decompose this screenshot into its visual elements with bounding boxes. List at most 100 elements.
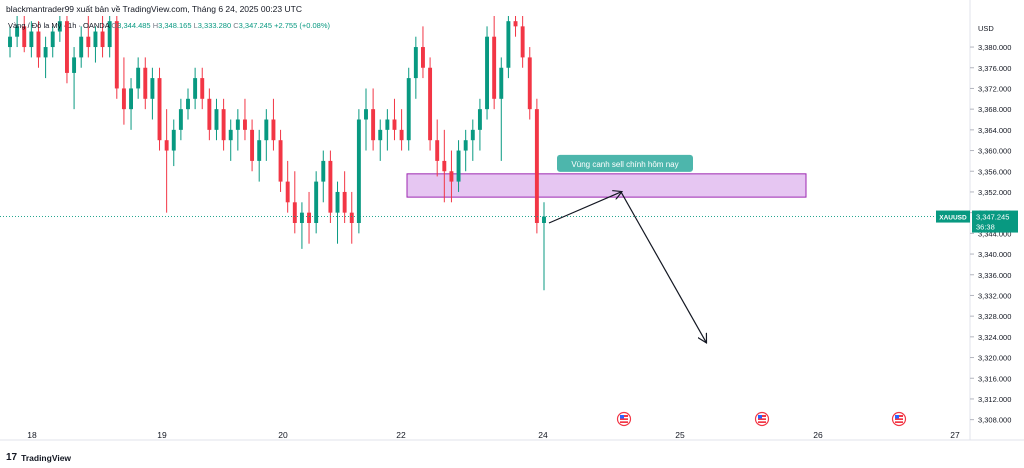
us-flag-icon — [616, 411, 632, 427]
time-tick-label: 18 — [27, 430, 37, 440]
candle-body — [250, 129, 255, 161]
price-tick-label: 3,344.000 — [978, 229, 1011, 238]
time-tick-label: 20 — [278, 430, 288, 440]
price-tick-label: 3,312.000 — [978, 395, 1011, 404]
candle-body — [385, 119, 390, 130]
flag-canton — [758, 415, 762, 419]
candle-body — [143, 67, 148, 99]
sell-zone-layer: Vùng canh sell chính hôm nay — [406, 154, 807, 198]
flag-stripes — [620, 415, 628, 423]
time-tick-label: 26 — [813, 430, 823, 440]
candle-body — [43, 47, 48, 58]
price-tick-label: 3,368.000 — [978, 105, 1011, 114]
price-tick-label: 3,336.000 — [978, 271, 1011, 280]
high-value: 3,348.165 — [158, 21, 192, 30]
sell-zone-callout-label: Vùng canh sell chính hôm nay — [571, 160, 678, 169]
candle-body — [463, 140, 468, 151]
candle-body — [271, 119, 276, 141]
close-value: 3,347.245 — [238, 21, 273, 30]
candle-body — [527, 57, 532, 110]
candles-layer — [0, 16, 970, 291]
candle-body — [186, 98, 190, 110]
candle-body — [86, 36, 91, 48]
candle-body — [335, 191, 340, 213]
flag-stripe-white — [620, 420, 628, 422]
candle-body — [349, 212, 354, 223]
candle-body — [292, 202, 297, 223]
high-label: H — [152, 21, 159, 30]
candle-body — [264, 119, 269, 141]
candle-body — [100, 31, 105, 48]
candle-body — [114, 21, 119, 89]
open-label: O — [111, 21, 118, 30]
candle-body — [79, 36, 84, 58]
candle-body — [485, 36, 489, 110]
price-tick-label: 3,324.000 — [978, 333, 1011, 342]
candle-body — [520, 26, 525, 58]
candle-body — [93, 31, 98, 48]
price-tick-label: 3,316.000 — [978, 374, 1011, 383]
symbol-tag-label: XAUUSD — [939, 215, 967, 222]
candle-body — [542, 216, 546, 223]
candle-body — [299, 212, 304, 223]
candle-body — [321, 160, 326, 182]
flag-canton — [895, 415, 899, 419]
candle-body — [57, 21, 62, 32]
price-tick-label: 3,328.000 — [978, 312, 1011, 321]
candle-body — [50, 31, 55, 48]
price-tick-label: 3,332.000 — [978, 291, 1011, 300]
candle-body — [435, 140, 440, 161]
candle-body — [193, 78, 198, 99]
price-tick-label: 3,356.000 — [978, 167, 1011, 176]
us-flag-icon — [891, 411, 907, 427]
price-axis: 3,308.000 3,312.000 3,316.000 3,320.000 3,32… — [936, 0, 1018, 440]
candle-body — [107, 21, 112, 48]
candle-body — [157, 78, 162, 141]
time-tick-label: 27 — [950, 430, 960, 440]
price-tick-label: 3,340.000 — [978, 250, 1011, 259]
candle-body — [506, 21, 511, 68]
candle-body — [307, 212, 311, 223]
candle-body — [65, 21, 69, 73]
change-value: +2.755 (+0.08%) — [274, 21, 330, 30]
candle-body — [278, 140, 283, 182]
price-tick-label: 3,376.000 — [978, 64, 1011, 73]
candle-body — [449, 171, 454, 182]
countdown-value: 36:38 — [976, 223, 995, 232]
candle-body — [342, 191, 347, 213]
tradingview-brand[interactable]: 17 TradingView — [6, 452, 71, 463]
candle-body — [235, 119, 240, 130]
price-tick-label: 3,372.000 — [978, 84, 1011, 93]
candle-body — [456, 150, 461, 182]
candle-body — [513, 21, 518, 27]
candle-body — [492, 36, 497, 99]
low-label: L — [193, 21, 198, 30]
price-tick-label: 3,364.000 — [978, 126, 1011, 135]
candle-body — [314, 181, 319, 223]
candle-body — [150, 78, 155, 99]
candle-body — [136, 67, 141, 89]
candle-body — [29, 31, 34, 48]
candle-body — [221, 109, 226, 141]
low-value: 3,333.280 — [197, 21, 232, 30]
last-price-tag-box — [972, 210, 1018, 233]
candle-body — [470, 129, 475, 141]
candle-body — [178, 109, 183, 130]
symbol-legend: Vàng / Đô la Mỹ · 1h · OANDA O3,344.485 … — [8, 21, 330, 30]
candle-body — [171, 129, 176, 151]
price-tick-label: 3,308.000 — [978, 416, 1011, 425]
open-value: 3,344.485 — [117, 21, 151, 30]
candle-body — [200, 78, 205, 99]
candle-body — [442, 160, 447, 172]
candle-body — [413, 47, 418, 79]
candle-body — [243, 119, 247, 130]
price-tick-label: 3,360.000 — [978, 147, 1011, 156]
candle-body — [129, 88, 133, 110]
price-tick-label: 3,352.000 — [978, 188, 1011, 197]
publisher-header: blackmantrader99 xuất bản về TradingView… — [6, 4, 302, 14]
flag-stripe-white — [895, 420, 903, 422]
candle-body — [214, 109, 219, 130]
candle-body — [499, 67, 504, 99]
candle-body — [356, 119, 361, 223]
